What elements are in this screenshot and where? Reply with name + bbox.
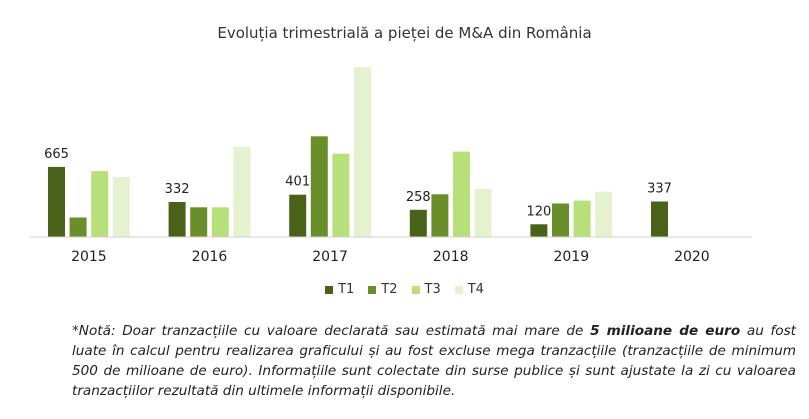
legend-label-t2: T2 [381,282,398,297]
bar-2018-t3 [453,151,470,237]
x-tick-label-2017: 2017 [312,249,348,265]
legend-item-t1: T1 [325,282,354,297]
bar-2017-t1 [289,194,307,237]
footnote: *Notă: Doar tranzacțiile cu valoare decl… [72,321,796,401]
data-label-2017: 401 [285,175,310,190]
bar-2015-t2 [69,217,87,237]
bar-2017-t3 [332,153,350,237]
legend-item-t3: T3 [411,282,441,297]
data-labels-group: 665 332 401 258 120 337 [44,147,672,219]
data-label-2018: 258 [406,190,431,205]
x-tick-label-2015: 2015 [71,249,107,265]
bar-2018-t1 [409,209,427,237]
legend: T1 T2 T3 T4 [0,282,809,297]
legend-label-t1: T1 [338,282,355,297]
bar-2017-t2 [310,136,328,237]
x-tick-labels-group: 2015 2016 2017 2018 2019 2020 [71,249,710,265]
legend-item-t4: T4 [454,282,484,297]
x-tick-label-2016: 2016 [192,249,228,265]
legend-swatch-t3 [411,285,420,294]
x-tick-label-2019: 2019 [553,249,589,265]
bar-2016-t4 [233,146,251,237]
bar-2019-t3 [573,200,591,237]
bar-2019-t4 [595,191,613,237]
bar-2015-t1 [48,166,65,237]
legend-swatch-t2 [368,285,377,294]
bar-2015-t3 [91,171,109,237]
bar-2020-t1 [651,201,668,237]
data-label-2020: 337 [647,182,672,197]
bar-2015-t4 [112,176,130,237]
bar-2019-t1 [530,224,548,237]
bar-2016-t2 [190,207,208,237]
bar-2018-t2 [431,194,449,237]
footnote-bold: 5 milioane de euro [590,323,741,339]
footnote-prefix: *Notă: Doar tranzacțiile cu valoare decl… [72,323,591,339]
data-label-2019: 120 [526,204,551,219]
bar-2016-t3 [211,207,229,237]
bar-2017-t4 [354,67,371,237]
bar-2016-t1 [168,202,186,237]
legend-label-t3: T3 [424,282,441,297]
data-label-2015: 665 [44,147,69,162]
bars-group [48,67,668,237]
legend-swatch-t4 [454,285,463,294]
chart-title: Evoluția trimestrială a pieței de M&A di… [217,24,592,42]
footnote-suffix: au fost luate în calcul pentru realizare… [72,323,796,399]
bar-2019-t2 [552,203,569,237]
legend-label-t4: T4 [467,282,484,297]
bar-2018-t4 [474,189,492,237]
data-label-2016: 332 [165,182,190,197]
x-tick-label-2020: 2020 [674,249,710,265]
legend-swatch-t1 [325,285,334,294]
legend-item-t2: T2 [368,282,398,297]
x-tick-label-2018: 2018 [433,249,469,265]
